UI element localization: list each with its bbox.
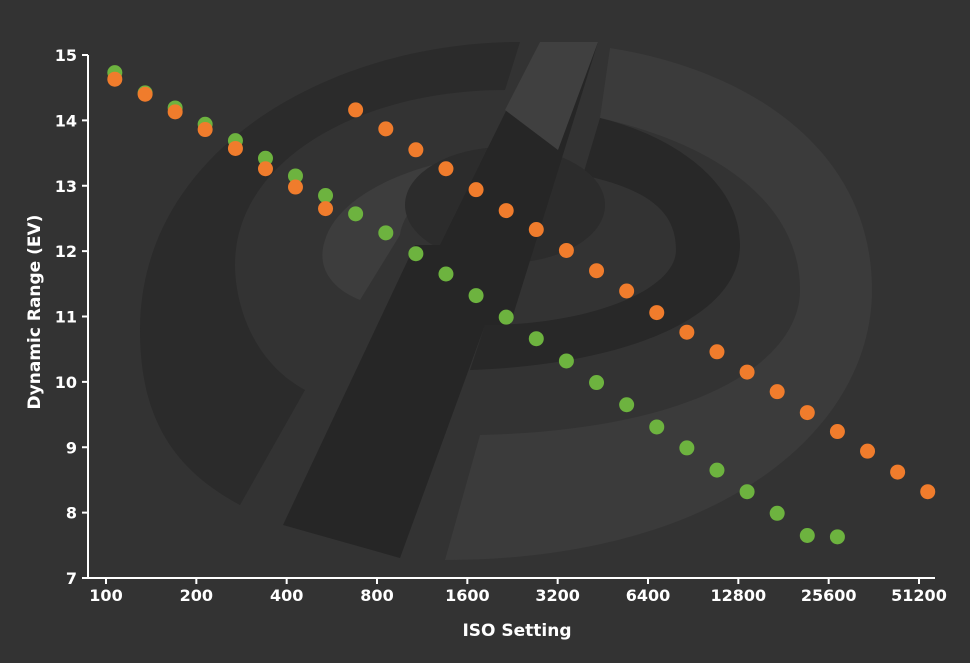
data-point-series-2 — [679, 324, 695, 340]
data-point-series-2 — [890, 464, 906, 480]
data-point-series-2 — [860, 443, 876, 459]
x-tick-label: 12800 — [710, 586, 766, 605]
data-point-series-2 — [769, 384, 785, 400]
data-points — [107, 65, 936, 545]
data-point-series-2 — [498, 203, 514, 219]
data-point-series-2 — [739, 364, 755, 380]
data-point-series-1 — [438, 266, 454, 282]
data-point-series-1 — [318, 188, 334, 204]
data-point-series-1 — [287, 168, 303, 184]
x-tick-label: 200 — [180, 586, 213, 605]
x-tick-label: 3200 — [535, 586, 580, 605]
data-point-series-2 — [528, 222, 544, 238]
data-point-series-2 — [589, 263, 605, 279]
x-axis-ticks: 100 200 400 800 1600 3200 6400 12800 25600 51200 — [89, 578, 947, 605]
data-point-series-1 — [528, 331, 544, 347]
x-tick-label: 6400 — [626, 586, 671, 605]
data-point-series-1 — [408, 246, 424, 262]
y-tick-label: 14 — [55, 111, 77, 130]
data-point-series-2 — [378, 121, 394, 137]
data-point-series-1 — [739, 484, 755, 500]
data-point-series-1 — [799, 528, 815, 544]
data-point-series-2 — [257, 161, 273, 177]
data-point-series-2 — [438, 161, 454, 177]
data-point-series-2 — [197, 122, 213, 138]
data-point-series-2 — [649, 305, 665, 321]
data-point-series-2 — [829, 424, 845, 440]
data-point-series-1 — [498, 309, 514, 325]
y-tick-label: 7 — [66, 569, 77, 588]
y-tick-label: 10 — [55, 373, 77, 392]
y-tick-label: 8 — [66, 504, 77, 523]
x-tick-label: 400 — [270, 586, 303, 605]
data-point-series-2 — [619, 283, 635, 299]
data-point-series-2 — [408, 142, 424, 158]
data-point-series-2 — [558, 242, 574, 258]
data-point-series-2 — [799, 405, 815, 421]
data-point-series-1 — [769, 505, 785, 521]
y-tick-label: 11 — [55, 308, 77, 327]
data-point-series-2 — [348, 102, 364, 118]
data-point-series-1 — [257, 150, 273, 166]
x-tick-label: 51200 — [891, 586, 947, 605]
data-point-series-1 — [558, 353, 574, 369]
data-point-series-1 — [589, 375, 605, 391]
data-point-series-2 — [167, 104, 183, 120]
data-point-series-1 — [829, 529, 845, 545]
x-tick-label: 100 — [89, 586, 122, 605]
data-point-series-2 — [137, 86, 153, 102]
data-point-series-1 — [679, 440, 695, 456]
x-tick-label: 1600 — [445, 586, 490, 605]
data-point-series-1 — [348, 206, 364, 222]
data-point-series-1 — [709, 462, 725, 478]
data-point-series-1 — [378, 225, 394, 241]
x-tick-label: 800 — [360, 586, 393, 605]
data-point-series-2 — [107, 71, 123, 87]
y-tick-label: 13 — [55, 177, 77, 196]
y-axis-title: Dynamic Range (EV) — [25, 215, 45, 410]
data-point-series-1 — [649, 419, 665, 435]
camera-logo-watermark-icon — [140, 42, 872, 560]
data-point-series-2 — [318, 201, 334, 217]
data-point-series-2 — [920, 484, 936, 500]
data-point-series-2 — [287, 179, 303, 195]
y-axis-ticks: 7 8 9 10 11 12 13 14 15 — [55, 46, 88, 588]
y-tick-label: 9 — [66, 438, 77, 457]
y-tick-label: 12 — [55, 242, 77, 261]
data-point-series-2 — [227, 140, 243, 156]
y-tick-label: 15 — [55, 46, 77, 65]
data-point-series-2 — [709, 344, 725, 360]
data-point-series-1 — [619, 397, 635, 413]
x-axis-title: ISO Setting — [462, 621, 571, 641]
data-point-series-1 — [468, 288, 484, 304]
data-point-series-2 — [468, 182, 484, 198]
x-tick-label: 25600 — [801, 586, 857, 605]
